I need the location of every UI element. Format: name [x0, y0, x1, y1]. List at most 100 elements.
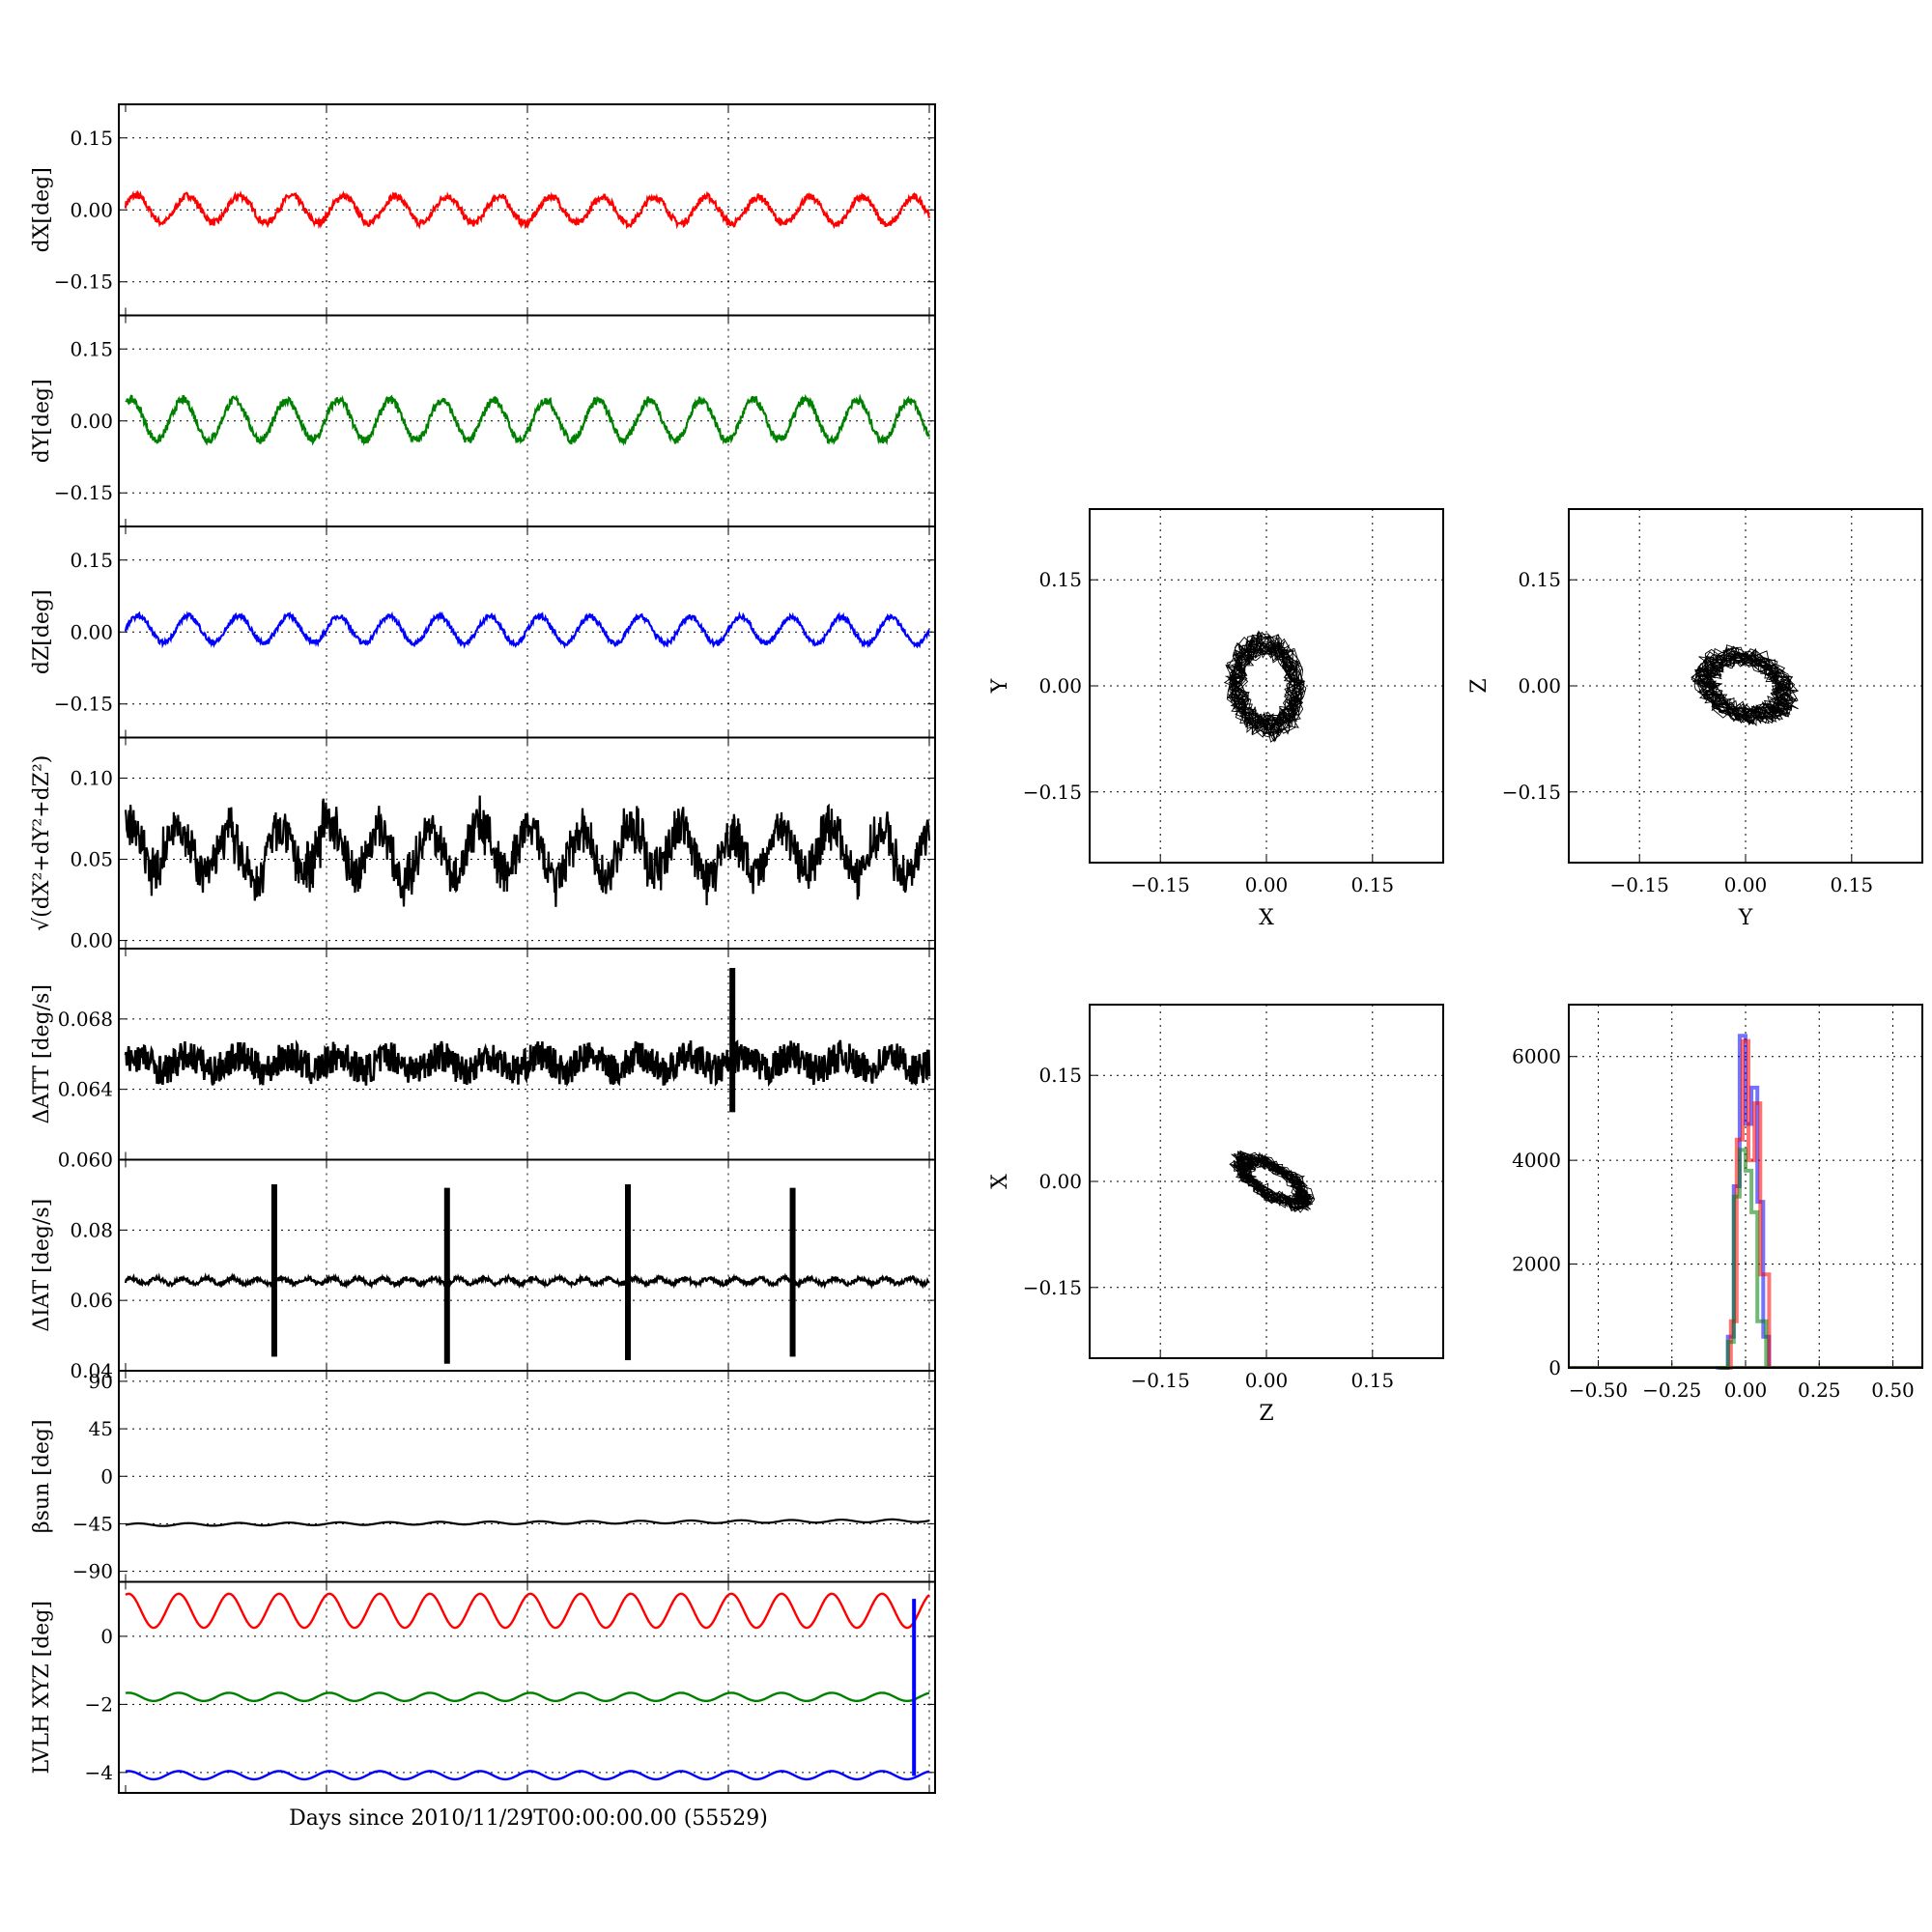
panel-ZX-ytick-label: 0.00	[1038, 1170, 1082, 1193]
panel-lvlh-frame	[118, 1580, 936, 1794]
panel-hist-ytick-label: 2000	[1512, 1253, 1561, 1276]
panel-lvlh	[118, 1580, 936, 1794]
panel-lvlh-ytick-label: 0	[100, 1625, 113, 1648]
panel-dR-series	[124, 795, 931, 907]
panel-beta-ytick-label: 90	[89, 1370, 113, 1393]
panel-dY-ytick-label: −0.15	[54, 481, 113, 504]
panel-dIAT-frame	[118, 1158, 936, 1372]
panel-beta-ytick-label: 0	[100, 1464, 113, 1488]
panel-ZX-ytick-label: 0.15	[1038, 1064, 1082, 1087]
panel-dX-ylabel: dX[deg]	[30, 167, 54, 252]
panel-lvlh-ylabel: LVLH XYZ [deg]	[30, 1601, 54, 1775]
panel-ZX-xtick-label: 0.15	[1351, 1369, 1395, 1392]
panel-YZ-ytick-label: 0.00	[1518, 674, 1561, 697]
panel-XY-orbit	[1223, 630, 1307, 743]
panel-hist-xtick-label: −0.25	[1642, 1378, 1701, 1402]
panel-dZ-ytick-label: 0.15	[70, 549, 113, 572]
panel-dIAT-spike-3	[789, 1187, 796, 1357]
panel-dY-series	[125, 393, 931, 446]
time-axis-label: Days since 2010/11/29T00:00:00.00 (55529…	[289, 1806, 768, 1831]
panel-dIAT-ytick-label: 0.04	[70, 1359, 113, 1382]
panel-hist-xtick-label: −0.50	[1569, 1378, 1628, 1402]
panel-dIAT-spike-1	[443, 1187, 450, 1364]
panel-dATT-series	[124, 1039, 931, 1088]
panel-YZ-orbit	[1690, 644, 1799, 727]
panel-dIAT	[118, 1158, 936, 1372]
panel-dY	[118, 314, 936, 527]
panel-ZX-ytick-label: −0.15	[1023, 1276, 1082, 1299]
panel-dR-ytick-label: 0.10	[70, 767, 113, 790]
panel-ZX-xlabel: Z	[1259, 1402, 1273, 1426]
panel-lvlh-series-2	[125, 1770, 930, 1781]
panel-hist-ytick-label: 6000	[1512, 1045, 1561, 1068]
panel-dIAT-ytick-label: 0.08	[70, 1218, 113, 1241]
panel-YZ-xtick-label: −0.15	[1610, 873, 1669, 896]
panel-YZ-ylabel: Z	[1467, 678, 1492, 693]
panel-lvlh-series-1	[125, 1691, 930, 1702]
panel-XY-frame	[1089, 508, 1444, 864]
panel-YZ-xtick-label: 0.00	[1724, 873, 1768, 896]
panel-dIAT-spike-0	[270, 1183, 277, 1357]
panel-dATT-ytick-label: 0.064	[58, 1078, 113, 1101]
panel-dX-ytick-label: 0.00	[70, 198, 113, 221]
panel-XY-ylabel: Y	[988, 678, 1012, 694]
panel-hist	[1568, 1004, 1923, 1370]
panel-ZX-orbit	[1229, 1150, 1316, 1213]
panel-beta	[118, 1370, 936, 1583]
panel-beta-ylabel: βsun [deg]	[30, 1419, 54, 1533]
panel-hist-ytick-label: 0	[1548, 1356, 1561, 1379]
panel-YZ-xlabel: Y	[1738, 906, 1753, 930]
panel-dY-ytick-label: 0.00	[70, 410, 113, 433]
panel-dZ-series	[124, 611, 930, 649]
panel-YZ	[1568, 508, 1923, 864]
panel-XY	[1089, 508, 1444, 864]
panel-beta-ytick-label: −45	[72, 1512, 113, 1535]
panel-hist-xtick-label: 0.00	[1724, 1378, 1768, 1402]
panel-hist-frame	[1568, 1004, 1923, 1369]
panel-lvlh-ytick-label: −2	[85, 1692, 113, 1716]
panel-dX	[118, 103, 936, 317]
panel-ZX-ylabel: X	[988, 1174, 1012, 1189]
panel-dZ-ylabel: dZ[deg]	[30, 589, 54, 674]
panel-dIAT-ytick-label: 0.06	[70, 1289, 113, 1312]
panel-YZ-frame	[1568, 508, 1923, 864]
panel-XY-ytick-label: 0.15	[1038, 568, 1082, 591]
panel-XY-xlabel: X	[1259, 906, 1274, 930]
panel-hist-series-2	[1719, 1148, 1769, 1370]
panel-dR	[118, 736, 936, 950]
panel-dX-series	[124, 189, 931, 230]
panel-dX-ytick-label: −0.15	[54, 270, 113, 294]
panel-hist-xtick-label: 0.50	[1871, 1378, 1915, 1402]
panel-hist-xtick-label: 0.25	[1798, 1378, 1841, 1402]
panel-YZ-ytick-label: 0.15	[1518, 568, 1561, 591]
panel-dATT-ytick-label: 0.068	[58, 1008, 113, 1031]
panel-XY-xtick-label: −0.15	[1131, 873, 1190, 896]
panel-dIAT-spike-2	[625, 1183, 631, 1361]
panel-dATT-ytick-label: 0.060	[58, 1149, 113, 1172]
panel-beta-series	[125, 1518, 930, 1527]
panel-dX-ytick-label: 0.15	[70, 127, 113, 150]
panel-dATT-spike-0	[729, 968, 736, 1113]
panel-beta-ytick-label: 45	[89, 1417, 113, 1440]
panel-dR-ylabel: √(dX²+dY²+dZ²)	[30, 755, 54, 931]
panel-hist-ytick-label: 4000	[1512, 1149, 1561, 1172]
panel-YZ-xtick-label: 0.15	[1831, 873, 1874, 896]
panel-ZX-frame	[1089, 1004, 1444, 1359]
panel-dR-ytick-label: 0.05	[70, 848, 113, 871]
panel-dZ	[118, 526, 936, 739]
panel-XY-xtick-label: 0.15	[1351, 873, 1395, 896]
panel-XY-ytick-label: −0.15	[1023, 781, 1082, 804]
panel-dATT	[118, 948, 936, 1161]
panel-dIAT-ylabel: ΔIAT [deg/s]	[30, 1199, 54, 1332]
panel-ZX-xtick-label: 0.00	[1245, 1369, 1289, 1392]
panel-beta-ytick-label: −90	[72, 1560, 113, 1583]
panel-ZX-xtick-label: −0.15	[1131, 1369, 1190, 1392]
panel-ZX	[1089, 1004, 1444, 1359]
panel-YZ-ytick-label: −0.15	[1502, 781, 1561, 804]
panel-XY-xtick-label: 0.00	[1245, 873, 1289, 896]
panel-XY-ytick-label: 0.00	[1038, 674, 1082, 697]
panel-dATT-ylabel: ΔATT [deg/s]	[30, 984, 54, 1123]
panel-dZ-ytick-label: −0.15	[54, 693, 113, 716]
panel-lvlh-series-0	[125, 1592, 930, 1630]
